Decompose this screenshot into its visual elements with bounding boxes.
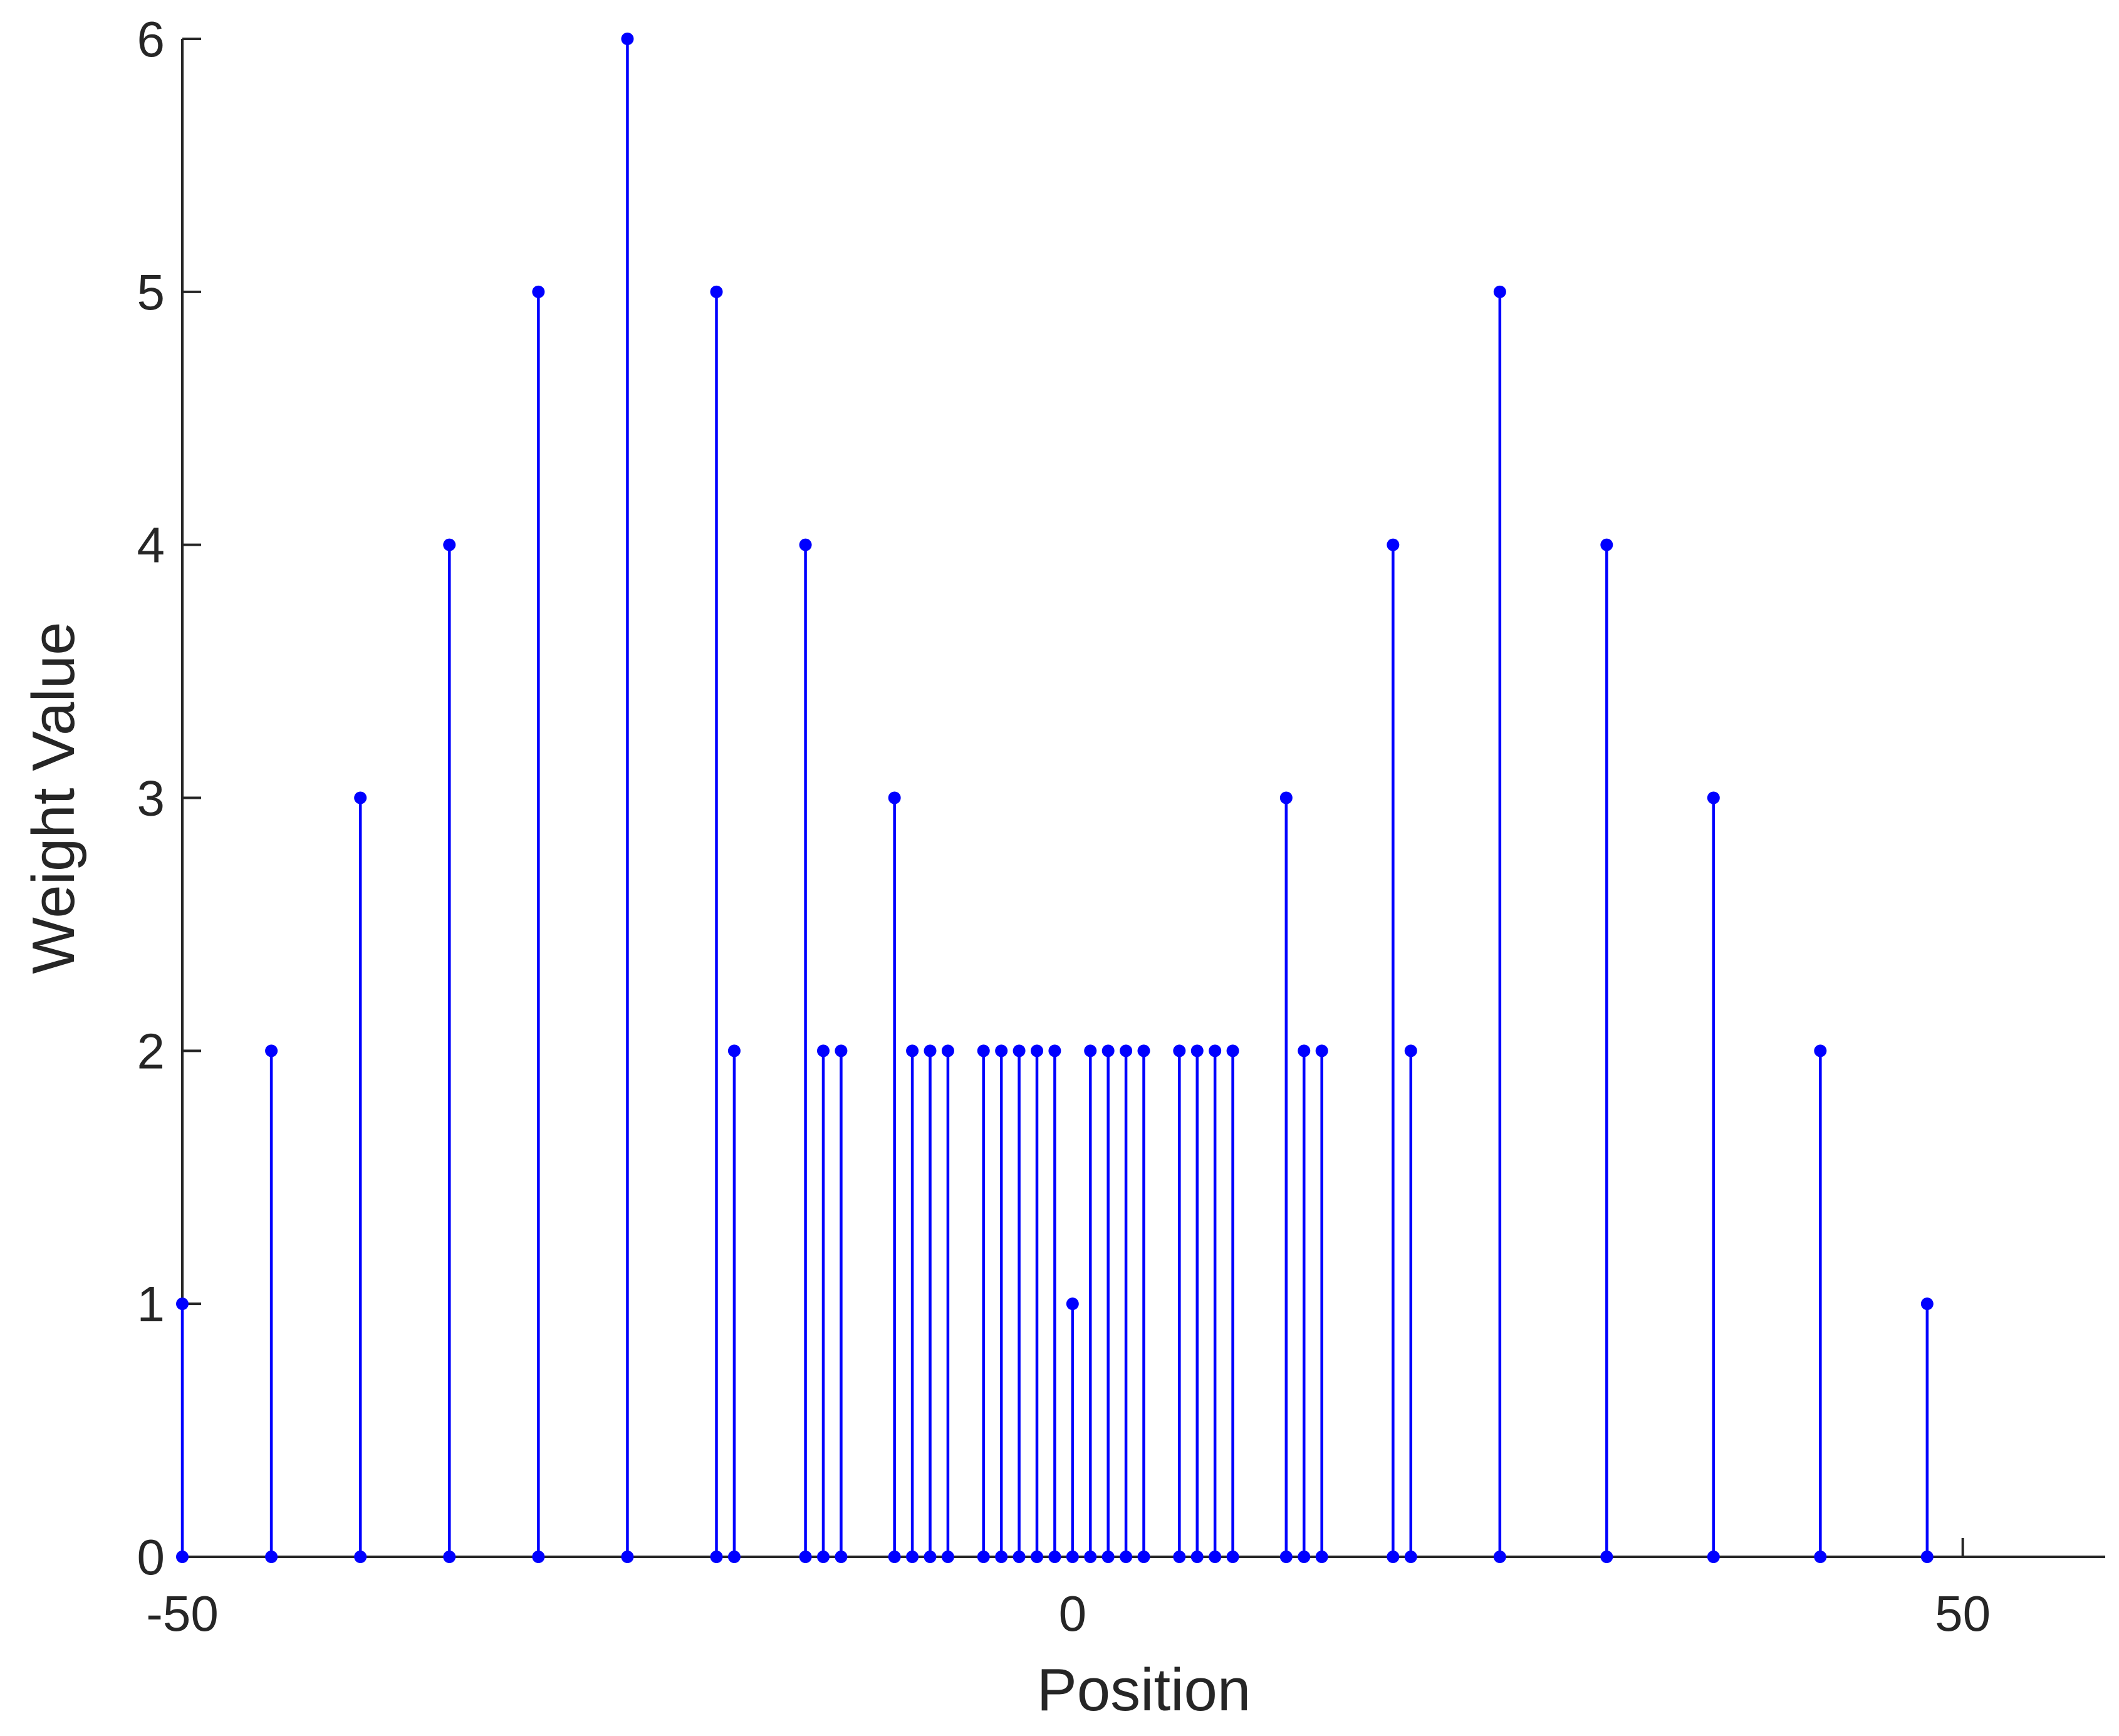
y-tick-label: 2 bbox=[137, 1023, 165, 1079]
stem-base-marker bbox=[906, 1551, 919, 1563]
stem-marker bbox=[176, 1297, 189, 1311]
stem-marker bbox=[817, 1044, 830, 1058]
stem-marker bbox=[1279, 791, 1293, 804]
stem-marker bbox=[1084, 1044, 1097, 1058]
y-tick-label: 5 bbox=[137, 264, 165, 320]
stem-marker bbox=[1226, 1044, 1239, 1058]
x-axis-title: Position bbox=[1037, 1656, 1251, 1723]
stem-base-marker bbox=[817, 1551, 830, 1563]
stem-base-marker bbox=[621, 1551, 634, 1563]
stem-marker bbox=[835, 1044, 848, 1058]
stem-base-marker bbox=[532, 1551, 545, 1563]
stem-marker bbox=[1404, 1044, 1417, 1058]
stem-marker bbox=[354, 791, 367, 804]
stem-base-marker bbox=[995, 1551, 1008, 1563]
stem-marker bbox=[727, 1044, 741, 1058]
stem-base-marker bbox=[1279, 1551, 1293, 1563]
stem-base-marker bbox=[1066, 1551, 1079, 1563]
stem-marker bbox=[799, 538, 812, 551]
stem-marker bbox=[1048, 1044, 1061, 1058]
y-axis: 0 1 2 3 4 5 6 bbox=[137, 11, 201, 1585]
stem-base-marker bbox=[1013, 1551, 1026, 1563]
stem-base-marker bbox=[924, 1551, 937, 1563]
stem-marker bbox=[532, 285, 545, 298]
stem-base-marker bbox=[1387, 1551, 1400, 1563]
stem-base-marker bbox=[1493, 1551, 1506, 1563]
stem-base-marker bbox=[941, 1551, 954, 1563]
stem-base-marker bbox=[1084, 1551, 1097, 1563]
stem-base-marker bbox=[710, 1551, 723, 1563]
stem-marker bbox=[710, 285, 723, 298]
stem-marker bbox=[1013, 1044, 1026, 1058]
stem-marker bbox=[1315, 1044, 1328, 1058]
stem-marker bbox=[1101, 1044, 1115, 1058]
stem-marker bbox=[1493, 285, 1506, 298]
stem-base-marker bbox=[1404, 1551, 1417, 1563]
stem-base-marker bbox=[1209, 1551, 1222, 1563]
stem-marker bbox=[1707, 791, 1720, 804]
x-tick-label: 0 bbox=[1059, 1586, 1087, 1641]
stem-marker bbox=[1066, 1297, 1079, 1311]
stem-marker bbox=[1031, 1044, 1043, 1058]
stem-base-marker bbox=[1190, 1551, 1204, 1563]
stem-base-marker bbox=[443, 1551, 456, 1563]
stem-marker bbox=[995, 1044, 1008, 1058]
stem-base-marker bbox=[888, 1551, 901, 1563]
stem-marker bbox=[1298, 1044, 1311, 1058]
stem-base-marker bbox=[835, 1551, 848, 1563]
stem-marker bbox=[621, 33, 634, 45]
stem-base-marker bbox=[1031, 1551, 1043, 1563]
stem-series bbox=[176, 33, 1934, 1563]
stem-base-marker bbox=[1600, 1551, 1613, 1563]
x-tick-label: -50 bbox=[146, 1586, 219, 1641]
stem-base-marker bbox=[977, 1551, 990, 1563]
stem-marker bbox=[1209, 1044, 1222, 1058]
stem-base-marker bbox=[1101, 1551, 1115, 1563]
stem-marker bbox=[1190, 1044, 1204, 1058]
stem-marker bbox=[888, 791, 901, 804]
stem-marker bbox=[265, 1044, 278, 1058]
stem-marker bbox=[1137, 1044, 1150, 1058]
stem-base-marker bbox=[1920, 1551, 1934, 1563]
stem-base-marker bbox=[176, 1551, 189, 1563]
stem-base-marker bbox=[1298, 1551, 1311, 1563]
stem-base-marker bbox=[1137, 1551, 1150, 1563]
y-tick-label: 3 bbox=[137, 771, 165, 826]
stem-marker bbox=[443, 538, 456, 551]
y-tick-label: 0 bbox=[137, 1529, 165, 1585]
stem-base-marker bbox=[799, 1551, 812, 1563]
y-tick-label: 1 bbox=[137, 1276, 165, 1332]
stem-marker bbox=[1814, 1044, 1827, 1058]
stem-marker bbox=[1120, 1044, 1133, 1058]
stem-marker bbox=[1920, 1297, 1934, 1311]
stem-base-marker bbox=[1814, 1551, 1827, 1563]
y-tick-label: 4 bbox=[137, 517, 165, 573]
stem-base-marker bbox=[1120, 1551, 1133, 1563]
stem-base-marker bbox=[1226, 1551, 1239, 1563]
stem-base-marker bbox=[1707, 1551, 1720, 1563]
stem-marker bbox=[1387, 538, 1400, 551]
stem-base-marker bbox=[1048, 1551, 1061, 1563]
stem-marker bbox=[977, 1044, 990, 1058]
stem-marker bbox=[941, 1044, 954, 1058]
stem-base-marker bbox=[1173, 1551, 1186, 1563]
x-tick-label: 50 bbox=[1935, 1586, 1991, 1641]
y-axis-title: Weight Value bbox=[20, 621, 87, 974]
stem-base-marker bbox=[354, 1551, 367, 1563]
stem-marker bbox=[906, 1044, 919, 1058]
stem-base-marker bbox=[727, 1551, 741, 1563]
stem-marker bbox=[1173, 1044, 1186, 1058]
stem-marker bbox=[1600, 538, 1613, 551]
stem-marker bbox=[924, 1044, 937, 1058]
y-tick-label: 6 bbox=[137, 11, 165, 67]
stem-base-marker bbox=[1315, 1551, 1328, 1563]
stem-base-marker bbox=[265, 1551, 278, 1563]
